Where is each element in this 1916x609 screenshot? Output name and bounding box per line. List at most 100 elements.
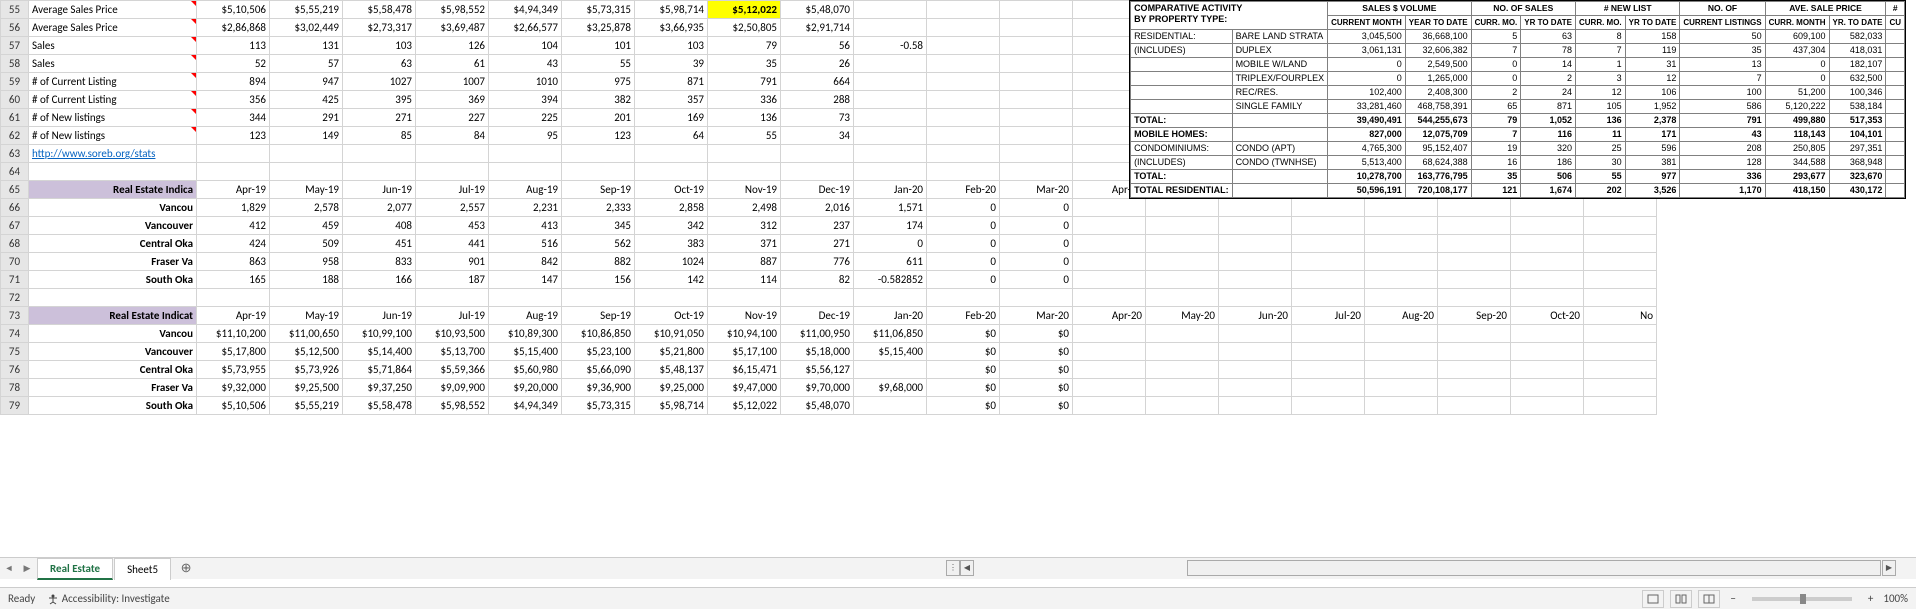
mid-scroll-left[interactable]: ◀ <box>960 560 974 576</box>
cell[interactable]: 136 <box>708 109 781 127</box>
cell[interactable] <box>1000 289 1073 307</box>
cell[interactable] <box>1511 271 1584 289</box>
cell[interactable]: $5,17,800 <box>197 343 270 361</box>
cell[interactable]: 43 <box>489 55 562 73</box>
cell[interactable]: $5,58,478 <box>343 397 416 415</box>
cell[interactable]: Jun-20 <box>1219 307 1292 325</box>
tab-nav-prev[interactable]: ▶ <box>18 559 36 579</box>
cell[interactable]: 237 <box>781 217 854 235</box>
cell[interactable]: Nov-19 <box>708 181 781 199</box>
cell[interactable] <box>1219 361 1292 379</box>
cell[interactable] <box>1073 289 1146 307</box>
cell[interactable] <box>1292 379 1365 397</box>
cell[interactable]: Aug-20 <box>1365 307 1438 325</box>
cell[interactable]: $5,10,506 <box>197 397 270 415</box>
cell[interactable] <box>1511 199 1584 217</box>
cell[interactable] <box>1365 397 1438 415</box>
cell[interactable] <box>1073 271 1146 289</box>
cell[interactable] <box>1000 163 1073 181</box>
cell[interactable] <box>1511 217 1584 235</box>
cell[interactable] <box>562 289 635 307</box>
cell[interactable] <box>635 163 708 181</box>
row-header-68[interactable]: 68 <box>1 235 29 253</box>
cell[interactable]: $4,94,349 <box>489 397 562 415</box>
cell[interactable] <box>1292 217 1365 235</box>
cell[interactable]: 0 <box>927 253 1000 271</box>
row-header-72[interactable]: 72 <box>1 289 29 307</box>
cell[interactable] <box>927 73 1000 91</box>
row-header-75[interactable]: 75 <box>1 343 29 361</box>
cell[interactable]: $5,12,022 <box>708 397 781 415</box>
cell[interactable]: 947 <box>270 73 343 91</box>
cell[interactable]: 459 <box>270 217 343 235</box>
cell[interactable] <box>1073 199 1146 217</box>
cell[interactable]: 227 <box>416 109 489 127</box>
cell[interactable]: $0 <box>1000 361 1073 379</box>
cell[interactable]: 2,333 <box>562 199 635 217</box>
cell[interactable]: 174 <box>854 217 927 235</box>
cell[interactable]: 131 <box>270 37 343 55</box>
cell[interactable]: Oct-20 <box>1511 307 1584 325</box>
cell[interactable]: $10,86,850 <box>562 325 635 343</box>
cell[interactable] <box>1219 217 1292 235</box>
cell[interactable]: $0 <box>1000 343 1073 361</box>
cell[interactable]: 975 <box>562 73 635 91</box>
cell[interactable]: 887 <box>708 253 781 271</box>
cell[interactable] <box>270 163 343 181</box>
cell[interactable] <box>197 163 270 181</box>
cell[interactable]: 2,231 <box>489 199 562 217</box>
view-normal[interactable] <box>1642 590 1664 608</box>
cell[interactable]: Jul-19 <box>416 181 489 199</box>
cell[interactable]: 103 <box>635 37 708 55</box>
row-label[interactable]: Central Oka <box>29 235 197 253</box>
cell[interactable]: $5,12,500 <box>270 343 343 361</box>
row-header-73[interactable]: 73 <box>1 307 29 325</box>
cell[interactable]: 509 <box>270 235 343 253</box>
cell[interactable] <box>1584 199 1657 217</box>
cell[interactable]: 0 <box>927 235 1000 253</box>
cell[interactable]: No <box>1584 307 1657 325</box>
cell[interactable]: 611 <box>854 253 927 271</box>
cell[interactable]: 114 <box>708 271 781 289</box>
cell[interactable] <box>1292 289 1365 307</box>
cell[interactable] <box>1146 397 1219 415</box>
cell[interactable] <box>1219 379 1292 397</box>
cell[interactable] <box>854 127 927 145</box>
cell[interactable]: 113 <box>197 37 270 55</box>
cell[interactable]: 2,858 <box>635 199 708 217</box>
cell[interactable]: $5,73,926 <box>270 361 343 379</box>
cell[interactable] <box>1146 217 1219 235</box>
cell[interactable] <box>1584 361 1657 379</box>
cell[interactable] <box>1584 217 1657 235</box>
row-header-63[interactable]: 63 <box>1 145 29 163</box>
cell[interactable] <box>1292 325 1365 343</box>
cell[interactable]: $5,48,137 <box>635 361 708 379</box>
cell[interactable]: $10,99,100 <box>343 325 416 343</box>
cell[interactable] <box>1219 253 1292 271</box>
cell[interactable]: 0 <box>1000 217 1073 235</box>
cell[interactable]: $9,37,250 <box>343 379 416 397</box>
zoom-in[interactable]: + <box>1864 592 1877 605</box>
cell[interactable]: 833 <box>343 253 416 271</box>
cell[interactable] <box>927 91 1000 109</box>
cell[interactable]: Aug-19 <box>489 307 562 325</box>
row-header-66[interactable]: 66 <box>1 199 29 217</box>
cell[interactable]: $3,66,935 <box>635 19 708 37</box>
cell[interactable] <box>1073 253 1146 271</box>
cell[interactable] <box>1073 217 1146 235</box>
cell[interactable]: 2,578 <box>270 199 343 217</box>
cell[interactable] <box>1584 325 1657 343</box>
cell[interactable]: 412 <box>197 217 270 235</box>
cell[interactable]: 0 <box>854 235 927 253</box>
cell[interactable]: $9,25,000 <box>635 379 708 397</box>
cell[interactable] <box>197 145 270 163</box>
cell[interactable]: $9,09,900 <box>416 379 489 397</box>
cell[interactable]: 57 <box>270 55 343 73</box>
cell[interactable] <box>562 145 635 163</box>
row-label[interactable]: Average Sales Price <box>29 19 197 37</box>
cell[interactable]: 1007 <box>416 73 489 91</box>
cell[interactable]: 61 <box>416 55 489 73</box>
row-header-79[interactable]: 79 <box>1 397 29 415</box>
cell[interactable]: $5,12,022 <box>708 1 781 19</box>
cell[interactable]: 271 <box>781 235 854 253</box>
